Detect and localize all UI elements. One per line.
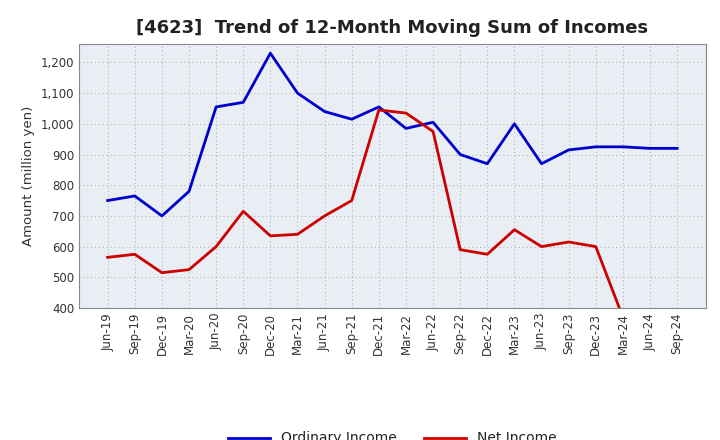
Ordinary Income — [239, 100, 248, 105]
Ordinary Income — [158, 213, 166, 219]
Ordinary Income — [374, 104, 383, 110]
Ordinary Income — [672, 146, 681, 151]
Ordinary Income — [510, 121, 518, 126]
Line: Ordinary Income: Ordinary Income — [108, 53, 677, 216]
Net Income — [646, 313, 654, 318]
Net Income — [293, 232, 302, 237]
Ordinary Income — [428, 120, 437, 125]
Ordinary Income — [537, 161, 546, 166]
Net Income — [510, 227, 518, 232]
Ordinary Income — [104, 198, 112, 203]
Y-axis label: Amount (million yen): Amount (million yen) — [22, 106, 35, 246]
Ordinary Income — [402, 126, 410, 131]
Line: Net Income: Net Income — [108, 110, 650, 317]
Ordinary Income — [456, 152, 464, 157]
Title: [4623]  Trend of 12-Month Moving Sum of Incomes: [4623] Trend of 12-Month Moving Sum of I… — [136, 19, 649, 37]
Legend: Ordinary Income, Net Income: Ordinary Income, Net Income — [222, 426, 562, 440]
Net Income — [618, 315, 627, 320]
Net Income — [266, 233, 275, 238]
Net Income — [456, 247, 464, 252]
Net Income — [239, 209, 248, 214]
Ordinary Income — [348, 117, 356, 122]
Net Income — [212, 244, 220, 249]
Ordinary Income — [266, 51, 275, 56]
Net Income — [104, 255, 112, 260]
Net Income — [320, 213, 329, 219]
Net Income — [402, 110, 410, 116]
Ordinary Income — [591, 144, 600, 150]
Ordinary Income — [564, 147, 573, 153]
Net Income — [348, 198, 356, 203]
Ordinary Income — [483, 161, 492, 166]
Ordinary Income — [646, 146, 654, 151]
Net Income — [537, 244, 546, 249]
Ordinary Income — [618, 144, 627, 150]
Net Income — [374, 107, 383, 113]
Net Income — [564, 239, 573, 245]
Ordinary Income — [293, 91, 302, 96]
Net Income — [130, 252, 139, 257]
Ordinary Income — [185, 189, 194, 194]
Net Income — [483, 252, 492, 257]
Net Income — [185, 267, 194, 272]
Ordinary Income — [320, 109, 329, 114]
Net Income — [158, 270, 166, 275]
Ordinary Income — [212, 104, 220, 110]
Net Income — [591, 244, 600, 249]
Net Income — [428, 129, 437, 134]
Ordinary Income — [130, 193, 139, 198]
